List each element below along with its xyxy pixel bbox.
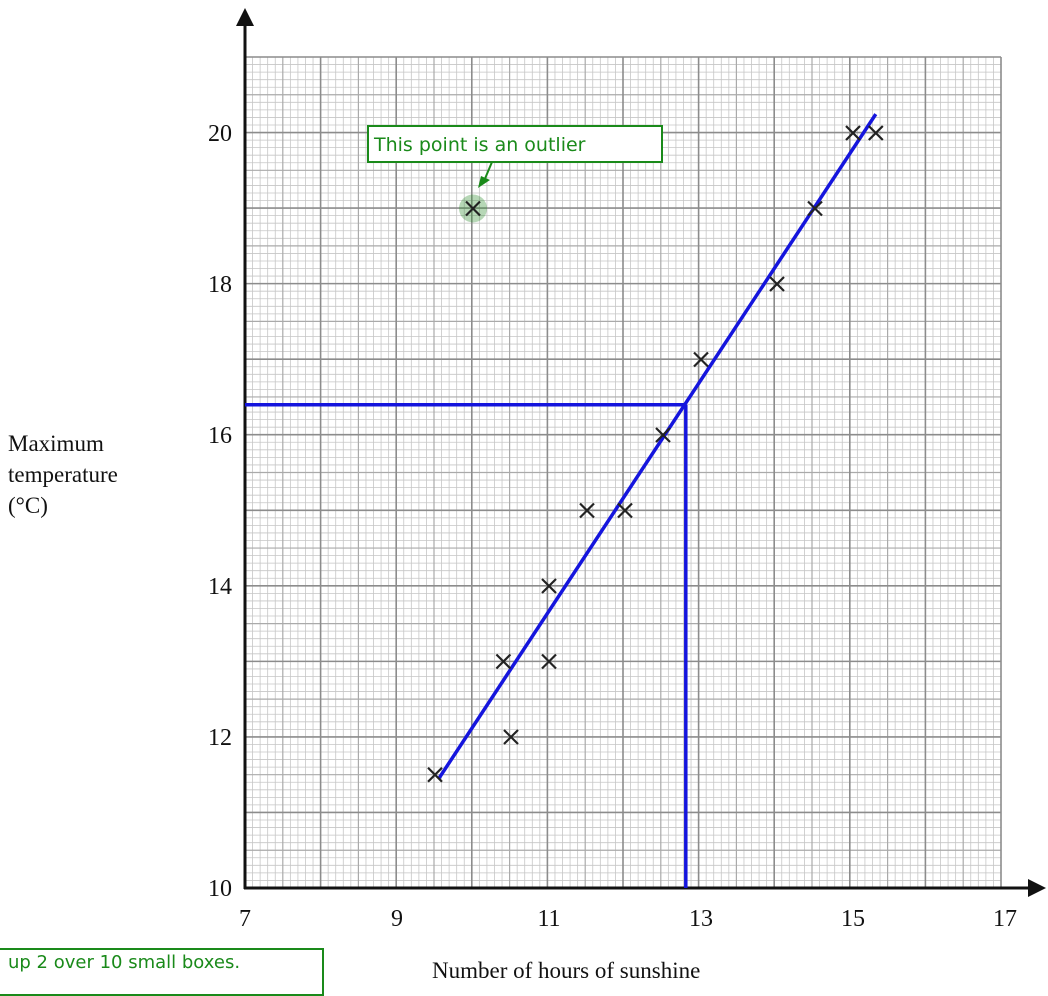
axes <box>236 8 1046 897</box>
data-point-stroke <box>807 200 823 217</box>
data-point-stroke <box>693 351 709 368</box>
annotation-box <box>367 125 663 163</box>
data-point-stroke <box>495 653 512 670</box>
fit-line <box>437 113 878 780</box>
y-tick-label: 20 <box>208 121 232 147</box>
y-axis-label-line-2: temperature <box>8 462 118 487</box>
x-tick-label: 9 <box>391 906 403 932</box>
data-point <box>617 502 633 519</box>
data-point <box>465 200 481 217</box>
data-point <box>495 653 512 670</box>
data-point-stroke <box>503 729 519 745</box>
y-tick-label: 16 <box>208 423 232 449</box>
x-tick-label: 7 <box>239 906 251 932</box>
data-point <box>655 427 671 443</box>
y-tick-label: 10 <box>208 876 232 902</box>
x-axis-label: Number of hours of sunshine <box>432 958 701 983</box>
data-point <box>541 578 557 594</box>
data-point-stroke <box>655 427 671 443</box>
annotation-arrowhead <box>478 176 490 188</box>
y-tick-label: 18 <box>208 272 232 298</box>
x-tick-label: 13 <box>689 906 713 932</box>
y-tick-label: 12 <box>208 725 232 751</box>
data-point-stroke <box>541 653 557 670</box>
data-point-stroke <box>845 125 861 141</box>
x-tick-label: 17 <box>993 906 1017 932</box>
data-point <box>868 125 884 141</box>
data-point-stroke <box>541 578 557 594</box>
y-axis-arrowhead <box>236 8 254 26</box>
y-axis-label-line-3: (°C) <box>8 493 48 518</box>
line-of-best-fit <box>437 113 878 780</box>
y-axis-label: Maximum temperature (°C) <box>8 428 118 521</box>
data-point <box>693 351 709 368</box>
tick-labels: 7 9 11 13 15 17 10 12 14 16 18 20 <box>208 121 1017 932</box>
data-points <box>427 125 884 783</box>
data-point <box>579 502 595 519</box>
data-point-stroke <box>427 766 443 783</box>
data-point <box>845 125 861 141</box>
data-point-stroke <box>579 502 595 519</box>
x-tick-label: 15 <box>841 906 865 932</box>
outlier-annotation: This point is an outlier <box>367 125 663 188</box>
note-box <box>0 948 324 996</box>
data-point-stroke <box>617 502 633 519</box>
data-point <box>541 653 557 670</box>
data-point-stroke <box>465 200 481 217</box>
annotation-arrow <box>483 161 493 182</box>
data-point <box>807 200 823 217</box>
y-axis-label-line-1: Maximum <box>8 431 104 456</box>
reading-lines <box>245 403 688 888</box>
data-point <box>769 276 785 292</box>
x-tick-label: 11 <box>537 906 560 932</box>
annotation-text: This point is an outlier <box>373 134 586 156</box>
data-point-stroke <box>868 125 884 141</box>
note-text: up 2 over 10 small boxes. <box>8 952 241 973</box>
x-axis-arrowhead <box>1028 879 1046 897</box>
data-point <box>427 766 443 783</box>
data-point-stroke <box>769 276 785 292</box>
data-point <box>503 729 519 745</box>
y-tick-label: 14 <box>208 574 232 600</box>
